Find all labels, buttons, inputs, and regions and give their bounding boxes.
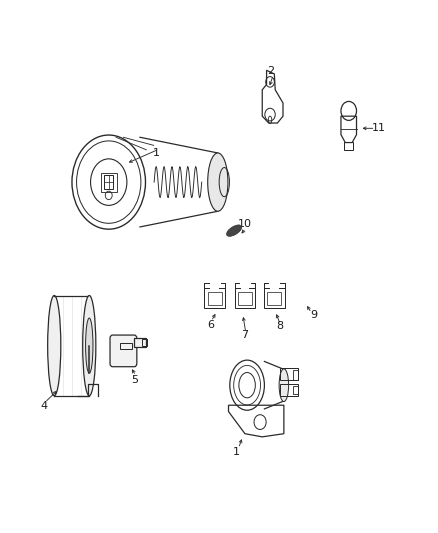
Bar [101, 173, 117, 191]
Ellipse shape [83, 295, 96, 395]
Text: 9: 9 [311, 310, 318, 320]
Bar [293, 386, 298, 394]
Text: 11: 11 [372, 123, 386, 133]
Text: 1: 1 [153, 148, 160, 158]
Ellipse shape [279, 369, 289, 401]
Text: 4: 4 [40, 401, 47, 411]
Bar [235, 288, 255, 308]
Text: 5: 5 [131, 375, 138, 385]
Text: 2: 2 [267, 66, 275, 76]
Bar [293, 370, 298, 380]
Bar [240, 287, 249, 294]
Bar [264, 288, 285, 308]
Bar [270, 287, 279, 294]
Bar [142, 340, 147, 345]
Text: 10: 10 [238, 219, 252, 229]
Text: 7: 7 [241, 330, 248, 340]
Bar [280, 368, 298, 380]
Ellipse shape [85, 318, 93, 373]
Bar [210, 287, 219, 294]
Text: 1: 1 [233, 447, 240, 457]
Bar [208, 292, 222, 305]
Bar [104, 175, 113, 190]
Text: 8: 8 [276, 320, 283, 330]
Bar [120, 343, 132, 349]
Bar [204, 288, 225, 308]
Bar [134, 338, 146, 346]
Bar [280, 384, 298, 395]
Text: 6: 6 [207, 319, 214, 329]
FancyBboxPatch shape [110, 335, 137, 367]
Bar [268, 292, 281, 305]
Ellipse shape [226, 225, 242, 236]
Ellipse shape [208, 153, 228, 211]
Bar [344, 142, 353, 150]
Bar [238, 292, 252, 305]
Ellipse shape [48, 295, 61, 395]
